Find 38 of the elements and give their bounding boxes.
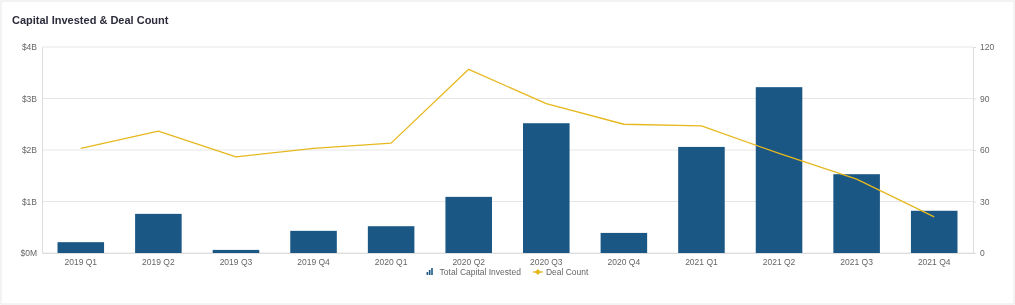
bar: [367, 226, 415, 253]
y2-tick-label: 60: [980, 145, 990, 156]
y2-tick-label: 0: [980, 248, 985, 259]
x-tick-label: 2019 Q3: [219, 257, 253, 268]
bar: [445, 196, 492, 253]
x-tick-label: 2019 Q1: [64, 257, 98, 268]
bar: [600, 232, 648, 253]
x-tick-label: 2019 Q4: [297, 257, 331, 268]
bar: [523, 123, 570, 253]
y-tick-label: $4B: [21, 42, 38, 53]
legend-label: Deal Count: [545, 267, 590, 277]
x-tick-label: 2020 Q1: [374, 257, 408, 268]
y-tick-label: $2B: [21, 145, 38, 156]
bar: [135, 213, 182, 253]
x-tick-label: 2021 Q3: [840, 257, 874, 268]
bar: [833, 174, 880, 253]
line-series: [80, 68, 935, 218]
x-tick-label: 2020 Q2: [452, 257, 486, 268]
bar: [57, 242, 105, 253]
x-tick-label: 2021 Q4: [917, 257, 951, 268]
x-tick-label: 2020 Q4: [607, 257, 641, 268]
x-tick-label: 2019 Q2: [142, 257, 175, 268]
y-tick-label: $1B: [21, 196, 38, 207]
y2-tick-label: 30: [980, 196, 990, 207]
legend-label: Total Capital Invested: [439, 267, 522, 277]
x-tick-label: 2021 Q2: [762, 257, 796, 268]
bar: [755, 87, 803, 253]
chart-title: Capital Invested & Deal Count: [12, 14, 169, 26]
bar: [290, 230, 337, 253]
bar: [910, 210, 958, 253]
x-tick-label: 2020 Q3: [529, 257, 563, 268]
bar: [212, 249, 260, 253]
y2-tick-label: 120: [980, 42, 995, 53]
y-tick-label: $3B: [21, 93, 38, 104]
y2-tick-label: 90: [980, 93, 990, 104]
x-tick-label: 2021 Q1: [685, 257, 719, 268]
y-tick-label: $0M: [20, 248, 37, 259]
bar: [678, 146, 725, 253]
